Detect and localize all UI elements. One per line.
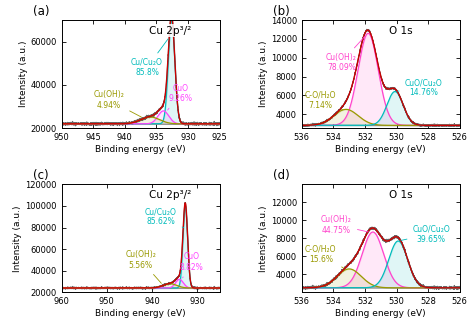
Y-axis label: Intensity (a.u.): Intensity (a.u.) — [13, 205, 22, 271]
X-axis label: Binding energy (eV): Binding energy (eV) — [336, 145, 426, 154]
X-axis label: Binding energy (eV): Binding energy (eV) — [336, 309, 426, 318]
Text: O 1s: O 1s — [389, 190, 412, 200]
Text: Cu(OH)₂
44.75%: Cu(OH)₂ 44.75% — [321, 215, 369, 235]
Text: C-O/H₂O
15.6%: C-O/H₂O 15.6% — [305, 245, 344, 268]
Text: Cu/Cu₂O
85.8%: Cu/Cu₂O 85.8% — [131, 39, 168, 77]
Text: C-O/H₂O
7.14%: C-O/H₂O 7.14% — [305, 90, 343, 110]
Y-axis label: Intensity (a.u.): Intensity (a.u.) — [259, 41, 268, 108]
Text: Cu 2p³/²: Cu 2p³/² — [148, 26, 191, 36]
Text: (d): (d) — [273, 169, 290, 182]
Text: Cu/Cu₂O
85.62%: Cu/Cu₂O 85.62% — [145, 207, 183, 228]
Text: Cu 2p³/²: Cu 2p³/² — [148, 190, 191, 200]
Text: (b): (b) — [273, 5, 290, 18]
Y-axis label: Intensity (a.u.): Intensity (a.u.) — [259, 205, 268, 271]
Text: CuO/Cu₂O
14.76%: CuO/Cu₂O 14.76% — [398, 78, 442, 97]
Text: (a): (a) — [33, 5, 50, 18]
Text: (c): (c) — [33, 169, 49, 182]
Text: O 1s: O 1s — [389, 26, 412, 36]
Text: CuO
8.82%: CuO 8.82% — [180, 252, 203, 278]
Text: CuO
9.26%: CuO 9.26% — [168, 84, 192, 110]
Text: CuO/Cu₂O
39.65%: CuO/Cu₂O 39.65% — [401, 224, 450, 244]
Y-axis label: Intensity (a.u.): Intensity (a.u.) — [18, 41, 27, 108]
X-axis label: Binding energy (eV): Binding energy (eV) — [95, 145, 186, 154]
Text: Cu(OH)₂
78.09%: Cu(OH)₂ 78.09% — [326, 37, 365, 72]
X-axis label: Binding energy (eV): Binding energy (eV) — [95, 309, 186, 318]
Text: Cu(OH)₂
5.56%: Cu(OH)₂ 5.56% — [125, 250, 161, 283]
Text: Cu(OH)₂
4.94%: Cu(OH)₂ 4.94% — [93, 90, 141, 117]
